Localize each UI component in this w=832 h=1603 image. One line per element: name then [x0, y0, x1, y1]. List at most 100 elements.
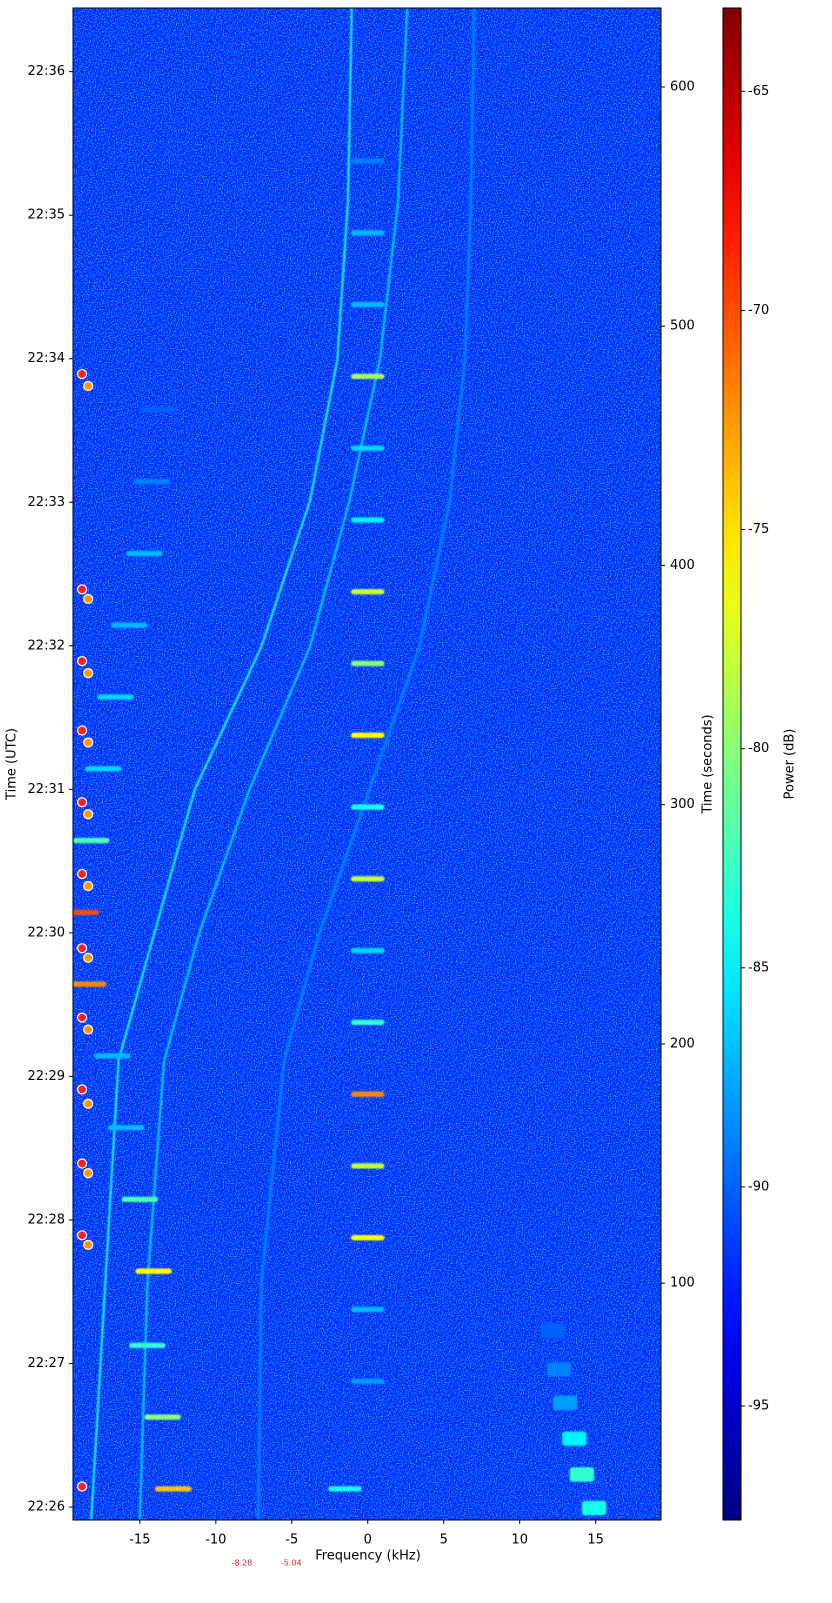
burst — [73, 837, 110, 844]
marker — [83, 1098, 94, 1109]
marker — [77, 584, 88, 595]
burst — [85, 766, 122, 772]
marker — [77, 1481, 88, 1492]
plot-area — [73, 8, 661, 1520]
burst — [73, 981, 107, 987]
burst — [126, 550, 163, 557]
y-tick-label: 22:32 — [28, 638, 65, 653]
x-tick-label: -5 — [285, 1533, 298, 1548]
y2-tick-label: 200 — [670, 1036, 695, 1051]
trace — [90, 8, 353, 1520]
marker — [83, 952, 94, 963]
colorbar-tick-label: -90 — [748, 1179, 769, 1194]
burst — [328, 1486, 362, 1492]
burst — [351, 517, 385, 523]
marker — [77, 725, 88, 736]
marker — [83, 593, 94, 605]
burst — [547, 1362, 572, 1377]
trace — [138, 8, 409, 1520]
burst — [351, 589, 385, 595]
colorbar-tick-label: -70 — [748, 303, 769, 318]
y-tick-label: 22:27 — [28, 1356, 65, 1371]
burst — [351, 1235, 385, 1241]
y2-tick-label: 100 — [670, 1276, 695, 1291]
marker — [77, 868, 88, 880]
annotation: -5.04 — [281, 1559, 302, 1568]
burst — [133, 479, 171, 485]
marker — [77, 1012, 88, 1023]
marker — [77, 943, 88, 954]
marker — [83, 737, 94, 748]
burst — [139, 407, 177, 413]
burst — [351, 445, 385, 451]
annotation: -8.28 — [232, 1559, 253, 1568]
trace — [256, 8, 476, 1520]
x-tick-label: 5 — [440, 1533, 448, 1548]
burst — [351, 660, 385, 667]
colorbar-label: Power (dB) — [783, 729, 798, 800]
y2-tick-label: 400 — [670, 558, 695, 573]
colorbar — [722, 7, 742, 1521]
burst — [121, 1196, 159, 1203]
burst — [351, 158, 385, 164]
marker — [83, 809, 94, 820]
y-tick-label: 22:28 — [28, 1212, 65, 1227]
burst — [351, 1378, 385, 1384]
burst — [540, 1323, 566, 1339]
y-tick-label: 22:31 — [28, 782, 65, 797]
marker — [83, 880, 94, 892]
burst — [351, 1163, 385, 1169]
burst — [155, 1486, 192, 1492]
burst — [351, 1091, 385, 1097]
y-tick-label: 22:29 — [28, 1069, 65, 1084]
burst — [107, 1125, 145, 1131]
marker — [77, 797, 88, 808]
colorbar-tick-label: -80 — [748, 741, 769, 756]
burst — [351, 230, 385, 236]
x-tick-label: -10 — [205, 1533, 226, 1548]
burst — [73, 909, 99, 915]
burst — [351, 1306, 385, 1313]
burst — [351, 302, 385, 308]
colorbar-tick-label: -75 — [748, 522, 769, 537]
x-tick-label: -15 — [129, 1533, 150, 1548]
marker — [83, 667, 94, 679]
marker — [77, 656, 88, 667]
burst — [110, 622, 148, 628]
burst — [97, 694, 134, 700]
burst — [135, 1268, 172, 1274]
marker — [83, 1024, 94, 1035]
y-tick-label: 22:35 — [28, 208, 65, 223]
x-tick-label: 10 — [511, 1533, 528, 1548]
burst — [351, 804, 385, 810]
colorbar-tick-label: -85 — [748, 960, 769, 975]
colorbar-tick-label: -65 — [748, 84, 769, 99]
x-tick-label: 15 — [587, 1533, 604, 1548]
y2-axis-label: Time (seconds) — [701, 714, 716, 814]
marker — [77, 1230, 88, 1241]
noise-texture — [73, 8, 661, 1520]
marker — [77, 1158, 88, 1169]
x-axis-label: Frequency (kHz) — [315, 1549, 421, 1564]
burst — [351, 876, 385, 882]
burst — [351, 1019, 385, 1026]
y-tick-label: 22:30 — [28, 925, 65, 940]
y2-tick-label: 500 — [670, 319, 695, 334]
y-tick-label: 22:26 — [28, 1500, 65, 1515]
marker — [83, 380, 94, 392]
y2-tick-label: 300 — [670, 797, 695, 812]
y-tick-label: 22:34 — [28, 351, 65, 366]
burst — [581, 1500, 607, 1516]
burst — [94, 1053, 131, 1059]
burst — [553, 1395, 578, 1410]
marker — [77, 368, 88, 380]
colorbar-tick-label: -95 — [748, 1399, 769, 1414]
burst — [351, 947, 385, 954]
marker — [83, 1239, 94, 1250]
burst — [144, 1414, 181, 1420]
y2-tick-label: 600 — [670, 79, 695, 94]
y-tick-label: 22:33 — [28, 495, 65, 510]
x-tick-label: 0 — [364, 1533, 372, 1548]
marker — [77, 1084, 88, 1095]
